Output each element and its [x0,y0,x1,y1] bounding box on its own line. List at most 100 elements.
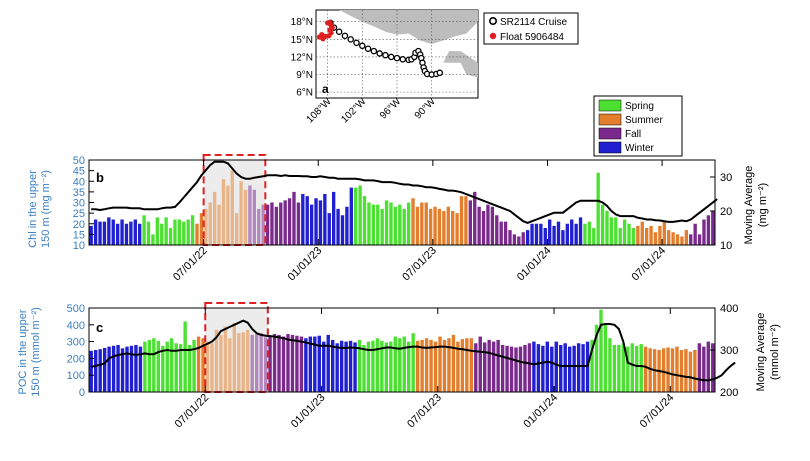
chl-bar [649,225,653,245]
chl-bar [552,225,556,245]
poc-bar [147,339,152,392]
chl-bar [345,206,349,245]
poc-bar [170,338,174,392]
chl-bar [287,198,292,245]
map-panel: 6°N 9°N 12°N 15°N 18°N 108°W 102°W 96°W 90°W a S… [291,9,579,125]
poc-ylabel-right-1: Moving Average [755,313,767,392]
poc-bar [532,341,536,392]
poc-bar [362,344,366,392]
poc-bar [451,334,456,392]
cruise-point [370,47,378,55]
chl-bar [380,208,384,245]
poc-bar [322,341,326,392]
map-lat-tick-label: 9°N [296,70,313,81]
chl-xtick-label: 07/01/23 [400,245,439,284]
chl-bars [89,160,715,245]
chl-bar [186,219,190,245]
poc-ytick-right-label: 300 [720,345,738,357]
chl-bar [574,223,578,245]
poc-bar [648,348,652,392]
chl-bar [195,223,199,245]
chl-bar [548,219,552,245]
poc-bar [429,339,433,392]
cruise-legend-label: SR2114 Cruise [500,17,568,28]
cruise-point [347,36,354,43]
poc-bar [697,343,702,392]
poc-bar [491,341,496,392]
poc-ma-line [91,319,736,382]
poc-bar [487,339,491,392]
chl-bar [525,230,530,245]
poc-bar [679,350,684,392]
poc-bar [567,346,572,392]
chl-ytick-left-label: 40 [73,176,85,188]
chl-bar [711,211,715,245]
legend-label-spring: Spring [625,101,654,112]
poc-bar [116,344,120,392]
poc-ytick-left-label: 200 [67,353,85,365]
poc-bar [89,350,93,392]
poc-bar [272,334,277,392]
chl-bar [274,206,279,245]
poc-bar [237,333,241,392]
poc-bar [706,341,710,392]
poc-bar [407,341,411,392]
cruise-point [341,32,349,40]
chl-bar [393,206,398,245]
chl-ylabel-left-2: 150 m (mg m⁻²) [40,170,52,248]
cruise-point [335,28,343,35]
cruise-point [382,51,389,59]
chl-bar [115,223,120,245]
chl-bar [592,228,596,245]
map-lat-tick-label: 18°N [291,17,313,28]
poc-bar [688,351,693,392]
poc-ytick-right-label: 400 [720,303,738,315]
chl-bar [530,223,534,245]
poc-bar [223,326,228,392]
poc-bar [666,347,670,392]
chl-bar [182,221,186,245]
poc-ytick-left-label: 400 [67,320,85,332]
poc-bar [474,343,478,392]
poc-bar [536,344,541,392]
poc-bar [335,343,339,392]
chl-bar [354,187,358,245]
poc-bar [281,336,286,392]
poc-bar [348,340,353,392]
chl-bar [680,236,684,245]
chl-moving-average [91,160,718,224]
chl-bar [265,204,270,245]
poc-bar [670,348,675,392]
chl-bar [508,230,512,245]
poc-bar [228,338,232,392]
chl-bar [279,202,283,245]
chl-bar [565,223,569,245]
chl-bar [358,185,362,245]
poc-bar [268,335,272,392]
chl-bar [111,219,115,245]
mexico-land [316,10,478,45]
chl-bar [675,234,680,245]
poc-bar [313,336,317,392]
chl-bar [583,223,587,245]
poc-xtick-label: 01/01/23 [289,392,328,431]
chl-bar [305,196,309,245]
chl-bar [318,200,323,245]
poc-bar [339,340,344,392]
poc-bar [424,338,429,392]
poc-xtick-label: 07/01/23 [405,392,444,431]
chl-bar [618,228,622,245]
chl-bar [221,179,226,245]
poc-bar [143,341,147,392]
chl-ytick-left-label: 10 [73,240,85,252]
chl-bar [517,236,521,245]
poc-xtick-label: 01/01/24 [521,392,560,431]
chl-bar [428,208,433,245]
poc-bar [563,343,567,392]
chl-bar [512,234,517,245]
poc-bar [98,349,102,392]
chl-bar [459,196,464,245]
float-track [316,19,335,42]
chl-bar [168,228,173,245]
legend-swatch-spring [598,99,622,112]
